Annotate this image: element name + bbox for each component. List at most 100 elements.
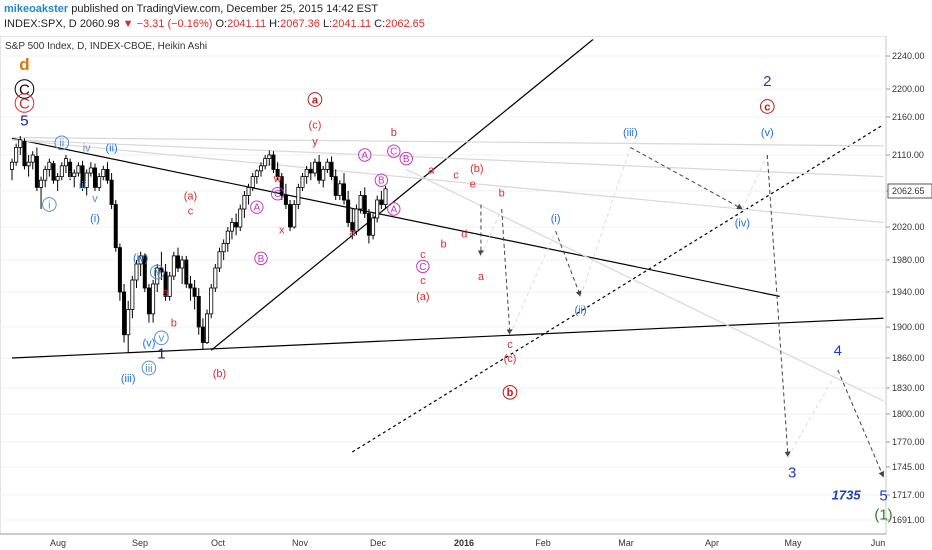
- candle-body: [308, 168, 313, 174]
- candle-body: [354, 208, 359, 232]
- wave-label: A: [361, 151, 368, 162]
- x-tick-label: Dec: [370, 538, 387, 548]
- wave-circle: [154, 330, 169, 346]
- candle-body: [362, 195, 367, 214]
- candle-body: [26, 161, 31, 167]
- projection-segment: [480, 208, 503, 257]
- wave-label: c: [507, 339, 513, 351]
- candle-body: [39, 179, 44, 188]
- projection-segment: [580, 147, 631, 297]
- candle-body: [18, 139, 23, 148]
- wave-label: 2: [763, 73, 771, 90]
- candle-body: [321, 168, 326, 181]
- wave-label: a: [428, 164, 435, 176]
- x-tick-label: Oct: [211, 538, 226, 548]
- trend-line: [11, 137, 780, 297]
- candle-body: [312, 161, 317, 174]
- wave-label: b: [391, 127, 397, 139]
- wave-label: iv: [153, 267, 161, 279]
- wave-label: C: [19, 95, 30, 112]
- wave-label: C: [274, 189, 281, 200]
- wave-circle: [250, 200, 264, 214]
- wave-circle: [141, 360, 157, 376]
- wave-label: c: [764, 101, 770, 113]
- wave-label: A: [390, 205, 397, 216]
- wave-label: x: [279, 224, 285, 236]
- candle-body: [296, 186, 301, 205]
- wave-label: iii: [79, 180, 86, 192]
- x-tick-label: May: [784, 538, 802, 548]
- projection-segment: [766, 154, 791, 458]
- wave-label: C: [390, 147, 397, 158]
- candle-body: [242, 195, 247, 210]
- price-axis[interactable]: 2240.00 2200.00 2160.00 2110.00 2062.65 2020.…: [886, 51, 932, 525]
- wave-label: d: [461, 228, 467, 240]
- wave-circle: [502, 385, 518, 400]
- candle-body: [267, 154, 272, 159]
- wave-label: (iii): [623, 127, 638, 139]
- grid: [0, 55, 886, 521]
- time-axis[interactable]: Aug Sep Oct Nov Dec 2016 Feb Mar Apr May Jun: [0, 533, 886, 548]
- wave-label: a: [312, 94, 319, 106]
- candle-body: [146, 287, 151, 315]
- candle-body: [234, 222, 239, 228]
- price-chart[interactable]: S&P 500 Index, D, INDEX-CBOE, Heikin Ash…: [0, 36, 932, 550]
- wave-label: c: [420, 249, 426, 261]
- wave-label: a: [162, 287, 169, 299]
- candle-body: [163, 271, 168, 297]
- projection-paths: [477, 146, 885, 478]
- chart-title: S&P 500 Index, D, INDEX-CBOE, Heikin Ash…: [5, 41, 207, 52]
- candle-body: [254, 170, 259, 177]
- wave-label: i: [69, 170, 71, 182]
- candle-body: [346, 199, 351, 223]
- wave-label: (a): [184, 190, 197, 202]
- candle-body: [63, 158, 68, 167]
- wave-label: (i): [551, 213, 561, 225]
- wave-circle: [54, 135, 70, 151]
- x-tick-label: Jun: [871, 538, 886, 548]
- wave-circle: [399, 151, 413, 166]
- candle-body: [30, 154, 35, 163]
- candle-body: [229, 222, 234, 232]
- candles: [9, 136, 388, 353]
- candle-body: [117, 247, 122, 293]
- candle-body: [366, 213, 371, 236]
- candle-body: [250, 176, 255, 188]
- x-tick-label: Feb: [535, 538, 551, 548]
- wave-label: C: [19, 81, 30, 98]
- candle-body: [175, 255, 180, 269]
- candle-body: [138, 255, 143, 265]
- candle-body: [72, 172, 77, 177]
- projection-segment: [630, 146, 743, 210]
- x-tick-label: Apr: [705, 538, 719, 548]
- y-tick-label: 2062.65: [892, 186, 925, 196]
- candle-body: [371, 217, 376, 236]
- author-name[interactable]: mikeoakster: [4, 3, 69, 15]
- wave-label: (ii): [574, 304, 586, 316]
- price-change: ▼ −3.31 (−0.16%): [122, 18, 213, 30]
- candle-body: [375, 199, 380, 219]
- candle-body: [159, 267, 164, 273]
- y-tick-label: 2160.00: [892, 112, 925, 122]
- wave-label: i: [48, 199, 50, 211]
- candle-body: [59, 165, 64, 178]
- candle-body: [80, 165, 85, 188]
- wave-circle: [358, 148, 372, 162]
- candle-body: [188, 283, 193, 289]
- projection-segment: [555, 230, 582, 297]
- candle-body: [271, 154, 276, 170]
- y-tick-label: 1691.00: [892, 515, 925, 525]
- wave-label: B: [403, 154, 410, 165]
- wave-circle: [759, 99, 775, 114]
- candle-body: [279, 176, 284, 196]
- candle-body: [88, 167, 93, 174]
- close-value: 2062.65: [385, 18, 425, 30]
- wave-circle: [42, 197, 57, 212]
- wave-label: b: [507, 387, 514, 399]
- low-label: L:: [322, 18, 333, 30]
- y-tick-label: 2110.00: [892, 150, 924, 160]
- wave-label: w: [273, 173, 282, 185]
- candle-body: [350, 222, 355, 232]
- candle-body: [209, 287, 214, 315]
